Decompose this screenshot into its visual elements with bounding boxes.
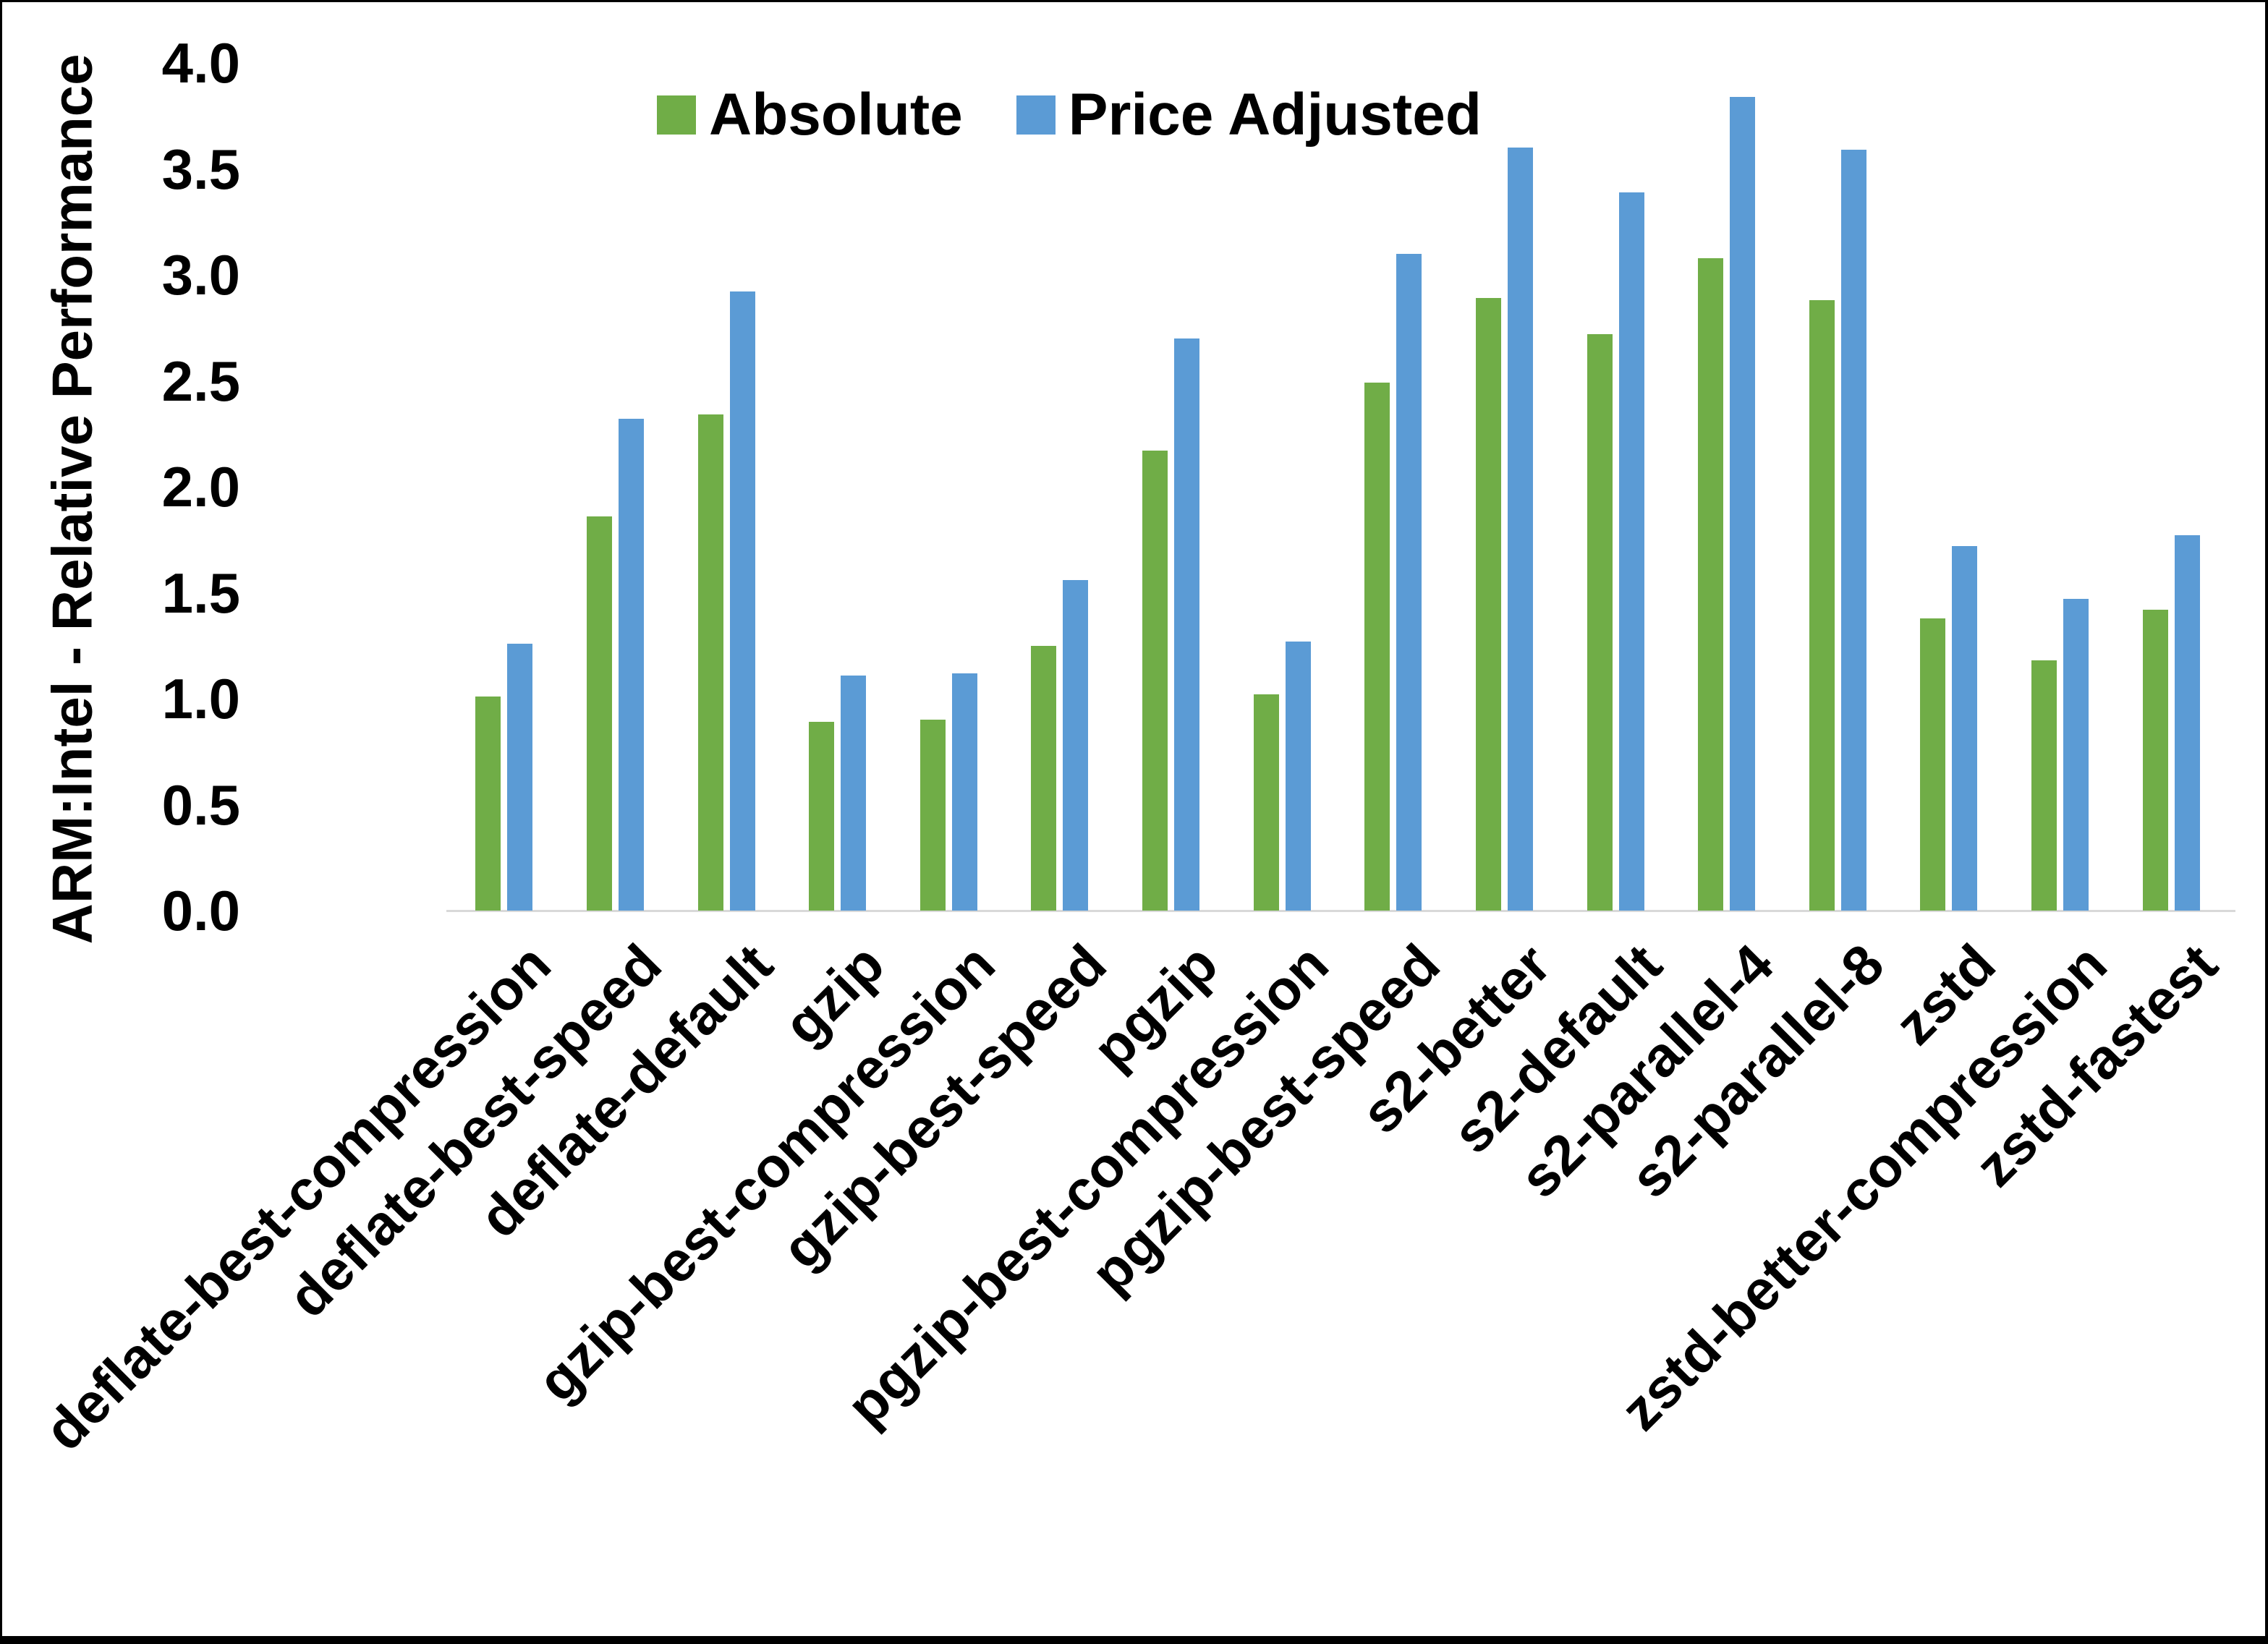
bar-price-adjusted-s2-default	[1618, 192, 1644, 911]
bar-price-adjusted-s2-parallel-8	[1840, 150, 1866, 911]
y-tick-label: 1.0	[161, 667, 240, 731]
legend-item-absolute: Absolute	[657, 85, 963, 145]
y-tick-label: 0.0	[161, 879, 240, 942]
bar-price-adjusted-gzip-best-speed	[1063, 579, 1089, 911]
legend-swatch-price-adjusted-icon	[1016, 95, 1056, 135]
legend-swatch-absolute-icon	[657, 95, 696, 135]
bar-absolute-pgzip-best-compression	[1253, 694, 1279, 911]
bar-price-adjusted-gzip	[841, 675, 867, 911]
y-tick-label: 3.5	[161, 137, 240, 201]
bar-price-adjusted-deflate-best-compression	[507, 643, 533, 911]
bar-absolute-s2-parallel-8	[1809, 300, 1835, 911]
legend-item-price-adjusted: Price Adjusted	[1016, 85, 1482, 145]
y-tick-label: 0.5	[161, 772, 240, 837]
bar-absolute-s2-better	[1475, 298, 1501, 911]
bar-absolute-gzip-best-compression	[919, 720, 946, 911]
bar-price-adjusted-gzip-best-compression	[951, 673, 977, 911]
y-tick-label: 4.0	[161, 31, 240, 95]
bar-price-adjusted-deflate-best-speed	[618, 419, 644, 911]
bar-absolute-zstd	[1920, 618, 1946, 911]
bar-price-adjusted-pgzip-best-speed	[1396, 253, 1422, 911]
bar-price-adjusted-zstd	[1952, 546, 1978, 911]
bar-absolute-zstd-fastest	[2142, 609, 2168, 911]
bar-absolute-deflate-default	[697, 414, 723, 911]
bar-absolute-deflate-best-compression	[475, 697, 501, 911]
bar-absolute-deflate-best-speed	[586, 516, 612, 911]
y-tick-label: 3.0	[161, 243, 240, 307]
bar-price-adjusted-deflate-default	[729, 291, 755, 911]
bar-price-adjusted-zstd-better-compression	[2063, 599, 2089, 911]
bar-absolute-s2-default	[1587, 334, 1613, 911]
plot-area	[449, 63, 2227, 911]
legend-label-price-adjusted: Price Adjusted	[1068, 82, 1482, 148]
legend: Absolute Price Adjusted	[657, 85, 1482, 145]
legend-label-absolute: Absolute	[709, 82, 963, 148]
bar-price-adjusted-s2-parallel-4	[1730, 96, 1756, 911]
bar-absolute-gzip-best-speed	[1031, 645, 1057, 911]
bar-absolute-s2-parallel-4	[1698, 257, 1724, 911]
y-tick-label: 2.0	[161, 455, 240, 519]
y-tick-label: 1.5	[161, 561, 240, 625]
bar-price-adjusted-zstd-fastest	[2174, 535, 2200, 911]
bar-absolute-gzip	[809, 722, 835, 911]
bar-price-adjusted-pgzip-best-compression	[1285, 641, 1311, 911]
x-axis-line	[446, 910, 2235, 912]
bar-absolute-zstd-better-compression	[2031, 660, 2057, 911]
y-tick-label: 2.5	[161, 349, 240, 413]
bar-absolute-pgzip-best-speed	[1364, 383, 1390, 911]
bar-price-adjusted-pgzip	[1174, 338, 1200, 911]
bar-absolute-pgzip	[1142, 451, 1168, 911]
bar-price-adjusted-s2-better	[1507, 148, 1533, 911]
